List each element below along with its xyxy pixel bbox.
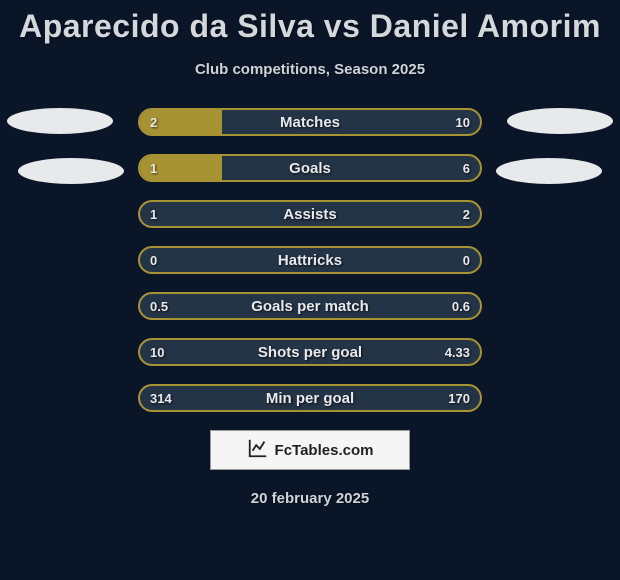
bar-row: 210Matches bbox=[138, 108, 482, 136]
bar-label: Goals bbox=[140, 156, 480, 180]
bar-label: Matches bbox=[140, 110, 480, 134]
bar-row: 12Assists bbox=[138, 200, 482, 228]
bar-label: Assists bbox=[140, 202, 480, 226]
bar-label: Shots per goal bbox=[140, 340, 480, 364]
chart-icon bbox=[247, 437, 269, 463]
player-badge-right-bottom bbox=[496, 158, 602, 184]
player-badge-left-top bbox=[7, 108, 113, 134]
comparison-chart: 210Matches 16Goals 12Assists 00Hattricks 0.5… bbox=[0, 108, 620, 412]
footer-badge[interactable]: FcTables.com bbox=[210, 430, 410, 470]
page-title: Aparecido da Silva vs Daniel Amorim bbox=[0, 0, 620, 45]
bar-label: Goals per match bbox=[140, 294, 480, 318]
bar-row: 104.33Shots per goal bbox=[138, 338, 482, 366]
bars-container: 210Matches 16Goals 12Assists 00Hattricks 0.5… bbox=[138, 108, 482, 412]
bar-label: Min per goal bbox=[140, 386, 480, 410]
bar-row: 0.50.6Goals per match bbox=[138, 292, 482, 320]
bar-row: 16Goals bbox=[138, 154, 482, 182]
player-badge-left-bottom bbox=[18, 158, 124, 184]
footer-site-label: FcTables.com bbox=[275, 442, 374, 459]
player-badge-right-top bbox=[507, 108, 613, 134]
bar-row: 00Hattricks bbox=[138, 246, 482, 274]
subtitle: Club competitions, Season 2025 bbox=[0, 61, 620, 78]
bar-label: Hattricks bbox=[140, 248, 480, 272]
date-label: 20 february 2025 bbox=[0, 490, 620, 507]
bar-row: 314170Min per goal bbox=[138, 384, 482, 412]
